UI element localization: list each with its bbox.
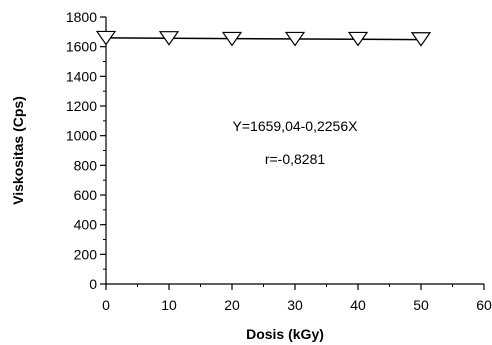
data-point-marker xyxy=(221,31,243,47)
x-tick-label: 30 xyxy=(287,297,303,313)
y-tick-label: 400 xyxy=(74,217,98,233)
y-tick-label: 800 xyxy=(74,157,98,173)
y-tick-label: 600 xyxy=(74,187,98,203)
x-tick-label: 50 xyxy=(413,297,429,313)
fit-line-group xyxy=(105,37,422,41)
data-point-marker xyxy=(158,31,180,46)
y-tick-label: 0 xyxy=(89,276,97,292)
x-tick-label: 0 xyxy=(102,297,110,313)
x-tick-label: 40 xyxy=(350,297,366,313)
labels-group: Dosis (kGy) Viskositas (Cps) Y=1659,04-0,2… xyxy=(10,96,358,342)
ticks: 0 200 400 600 800 1000 1200 1400 1600 1800 0 10 20 30… xyxy=(66,9,492,313)
regression-equation: Y=1659,04-0,2256X xyxy=(233,118,359,134)
x-tick-label: 60 xyxy=(476,297,492,313)
markers-group xyxy=(95,30,432,47)
y-tick-label: 200 xyxy=(74,246,98,262)
y-tick-label: 1400 xyxy=(66,68,97,84)
x-tick-label: 10 xyxy=(161,297,177,313)
fit-line xyxy=(105,37,422,41)
x-tick-label: 20 xyxy=(224,297,240,313)
x-axis-title: Dosis (kGy) xyxy=(246,326,324,342)
y-tick-label: 1200 xyxy=(66,98,97,114)
data-point-marker xyxy=(284,31,306,47)
y-tick-label: 1800 xyxy=(66,9,97,25)
data-point-marker xyxy=(410,32,432,47)
y-tick-label: 1000 xyxy=(66,128,97,144)
y-tick-label: 1600 xyxy=(66,39,97,55)
correlation-coefficient: r=-0,8281 xyxy=(265,151,326,167)
y-axis-title: Viskositas (Cps) xyxy=(10,96,26,205)
data-point-marker xyxy=(347,31,369,47)
data-point-marker xyxy=(95,30,117,46)
